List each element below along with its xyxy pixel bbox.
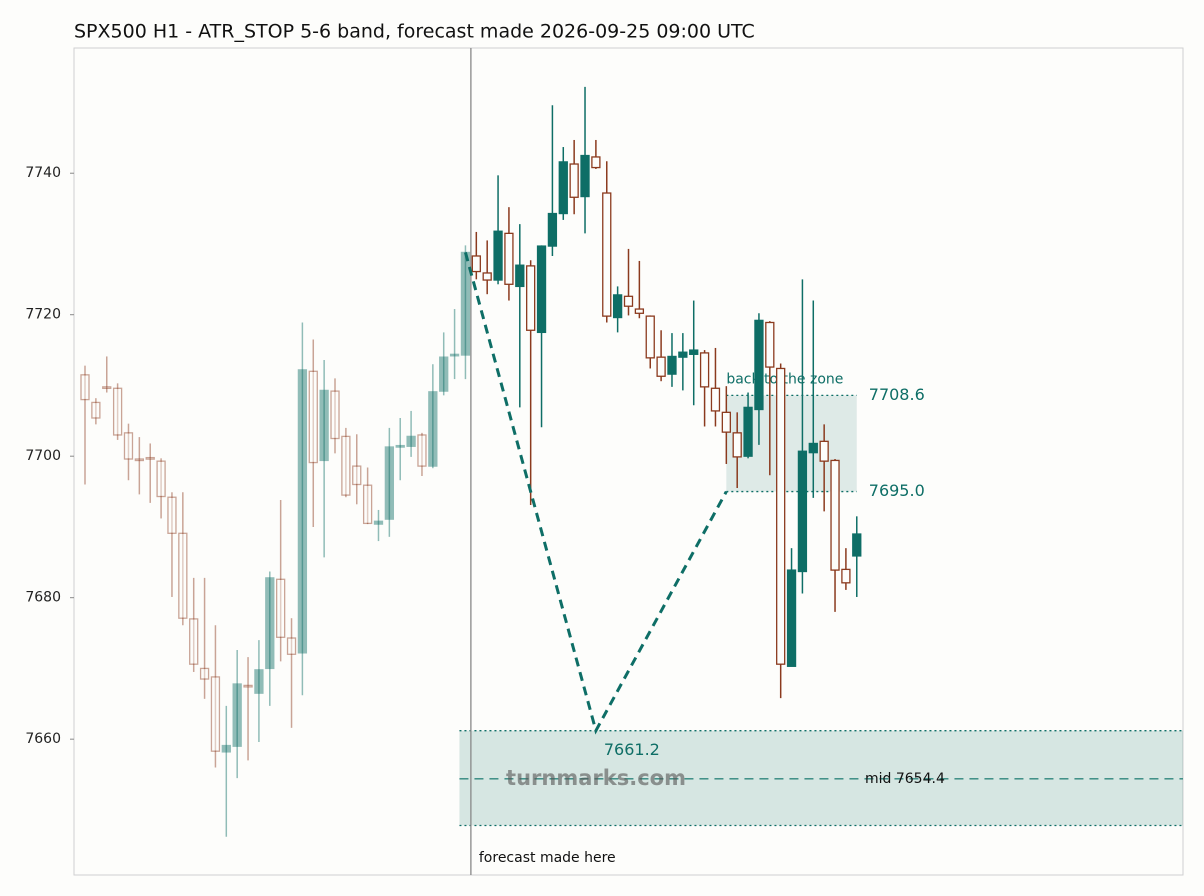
candle-body bbox=[580, 154, 590, 198]
candle-body bbox=[743, 406, 753, 457]
candle-body bbox=[80, 374, 90, 401]
candle-body bbox=[754, 319, 764, 411]
candle-body bbox=[352, 465, 362, 486]
zone-value-label: 7695.0 bbox=[869, 481, 925, 500]
candle-body bbox=[167, 496, 177, 534]
candle-body bbox=[341, 435, 351, 496]
candle-body bbox=[602, 192, 612, 317]
candle-body bbox=[221, 744, 231, 753]
candle-body bbox=[243, 684, 253, 688]
y-tick-label: 7700 bbox=[25, 448, 61, 464]
zone-mid-label: mid 7654.4 bbox=[865, 771, 945, 787]
zone-value-label: 7661.2 bbox=[604, 740, 660, 759]
candle-body bbox=[569, 163, 579, 198]
candle-body bbox=[395, 444, 405, 448]
y-tick-label: 7720 bbox=[25, 307, 61, 323]
candle-body bbox=[547, 212, 558, 247]
candle-body bbox=[656, 356, 666, 377]
candle-body bbox=[536, 245, 547, 334]
target-zone bbox=[459, 730, 1183, 826]
candle-body bbox=[91, 401, 101, 419]
candle-body bbox=[297, 369, 308, 654]
candle-body bbox=[265, 577, 275, 670]
candle-body bbox=[634, 308, 645, 314]
candle-body bbox=[612, 294, 623, 319]
candle-body bbox=[721, 411, 731, 433]
chart-title: SPX500 H1 - ATR_STOP 5-6 band, forecast … bbox=[74, 21, 755, 43]
candle-body bbox=[591, 156, 601, 169]
candle-body bbox=[786, 569, 797, 667]
candle-body bbox=[134, 458, 145, 462]
candle-body bbox=[276, 578, 286, 638]
candle-body bbox=[852, 533, 862, 557]
watermark: turnmarks.com bbox=[506, 766, 686, 790]
candle-body bbox=[145, 456, 155, 460]
candle-body bbox=[417, 434, 427, 467]
candle-body bbox=[362, 484, 373, 525]
candle-body bbox=[123, 432, 134, 460]
candle-body bbox=[439, 356, 449, 392]
candle-body bbox=[319, 389, 329, 462]
candle-body bbox=[449, 353, 460, 357]
candle-body bbox=[841, 568, 851, 584]
candle-body bbox=[558, 161, 568, 215]
candle-body bbox=[797, 450, 808, 573]
candle-body bbox=[526, 265, 536, 331]
candle-body bbox=[667, 355, 677, 375]
candle-body bbox=[830, 459, 840, 571]
candle-body bbox=[286, 637, 297, 655]
forecast-path bbox=[464, 252, 728, 735]
candle-body bbox=[645, 315, 655, 359]
candle-body bbox=[406, 435, 416, 447]
candle-body bbox=[471, 255, 481, 273]
candle-body bbox=[254, 669, 264, 694]
candle-body bbox=[482, 272, 492, 281]
candle-body bbox=[710, 387, 721, 412]
y-tick-label: 7680 bbox=[25, 590, 61, 606]
candle-body bbox=[819, 440, 829, 462]
candle-body bbox=[623, 295, 634, 307]
candle-body bbox=[515, 264, 525, 288]
y-tick-label: 7740 bbox=[25, 165, 61, 181]
candle-body bbox=[493, 230, 503, 281]
candle-body bbox=[776, 367, 786, 665]
candle-body bbox=[373, 520, 384, 525]
candle-body bbox=[384, 446, 395, 520]
candle-body bbox=[732, 432, 742, 458]
plot-frame bbox=[73, 47, 1184, 876]
candle-body bbox=[232, 683, 242, 747]
candle-body bbox=[808, 442, 818, 454]
candle-body bbox=[765, 321, 775, 368]
candle-body bbox=[504, 232, 514, 285]
candle-body bbox=[428, 391, 438, 467]
candle-body bbox=[199, 667, 210, 680]
candle-body bbox=[210, 676, 221, 752]
candle-body bbox=[102, 386, 112, 390]
forecast-label: forecast made here bbox=[479, 850, 616, 866]
candle-body bbox=[330, 390, 340, 440]
candle-body bbox=[156, 460, 166, 498]
candle-body bbox=[689, 349, 699, 355]
zone-value-label: 7708.6 bbox=[869, 385, 925, 404]
candle-body bbox=[112, 387, 123, 436]
candle-body bbox=[189, 618, 199, 665]
candle-body bbox=[308, 370, 318, 464]
candle-body bbox=[178, 532, 188, 619]
candle-body bbox=[678, 351, 688, 358]
candle-body bbox=[699, 352, 710, 388]
y-tick-label: 7660 bbox=[25, 731, 61, 747]
